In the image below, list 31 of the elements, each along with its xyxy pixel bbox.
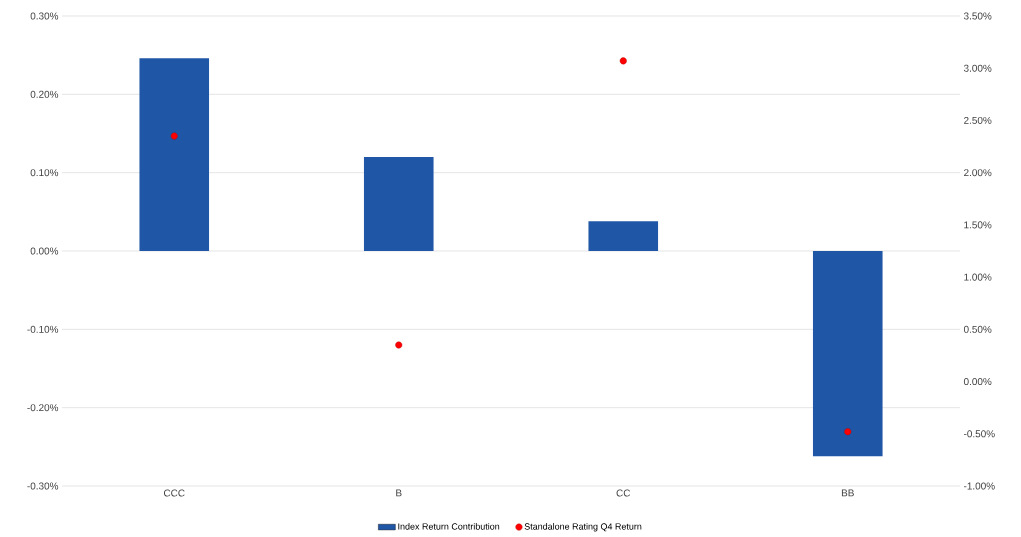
y-tick-label: -0.30% (27, 482, 59, 490)
point (619, 57, 627, 65)
bar (588, 221, 659, 251)
y2-tick-label: 2.50% (964, 116, 992, 124)
y-tick-label: -0.20% (27, 404, 59, 412)
point (170, 132, 178, 140)
y2-tick-label: 1.50% (964, 221, 992, 229)
legend-label: Standalone Rating Q4 Return (524, 523, 642, 532)
bar (139, 58, 210, 251)
point (395, 341, 403, 349)
y-tick-label: 0.10% (30, 169, 59, 177)
bar (363, 157, 434, 251)
point (844, 428, 852, 436)
x-tick-label: CCC (163, 489, 185, 497)
y-tick-label: 0.00% (30, 247, 59, 255)
x-tick-label: B (396, 489, 402, 497)
y-tick-label: -0.10% (27, 325, 59, 333)
y2-tick-label: -1.00% (963, 482, 995, 490)
y2-tick-label: 2.00% (964, 169, 992, 177)
y-tick-label: 0.20% (30, 90, 59, 98)
y2-tick-label: -0.50% (963, 430, 995, 438)
y2-tick-label: 3.00% (963, 64, 992, 72)
y2-tick-label: 1.00% (964, 273, 992, 281)
legend-label: Index Return Contribution (398, 523, 500, 530)
y-tick-label: 0.30% (30, 12, 59, 20)
x-tick-label: BB (841, 489, 854, 497)
bar (812, 251, 883, 457)
y2-tick-label: 0.00% (963, 378, 992, 386)
y2-tick-label: 3.50% (963, 12, 992, 20)
x-tick-label: CC (616, 489, 631, 497)
y2-tick-label: 0.50% (963, 325, 992, 333)
